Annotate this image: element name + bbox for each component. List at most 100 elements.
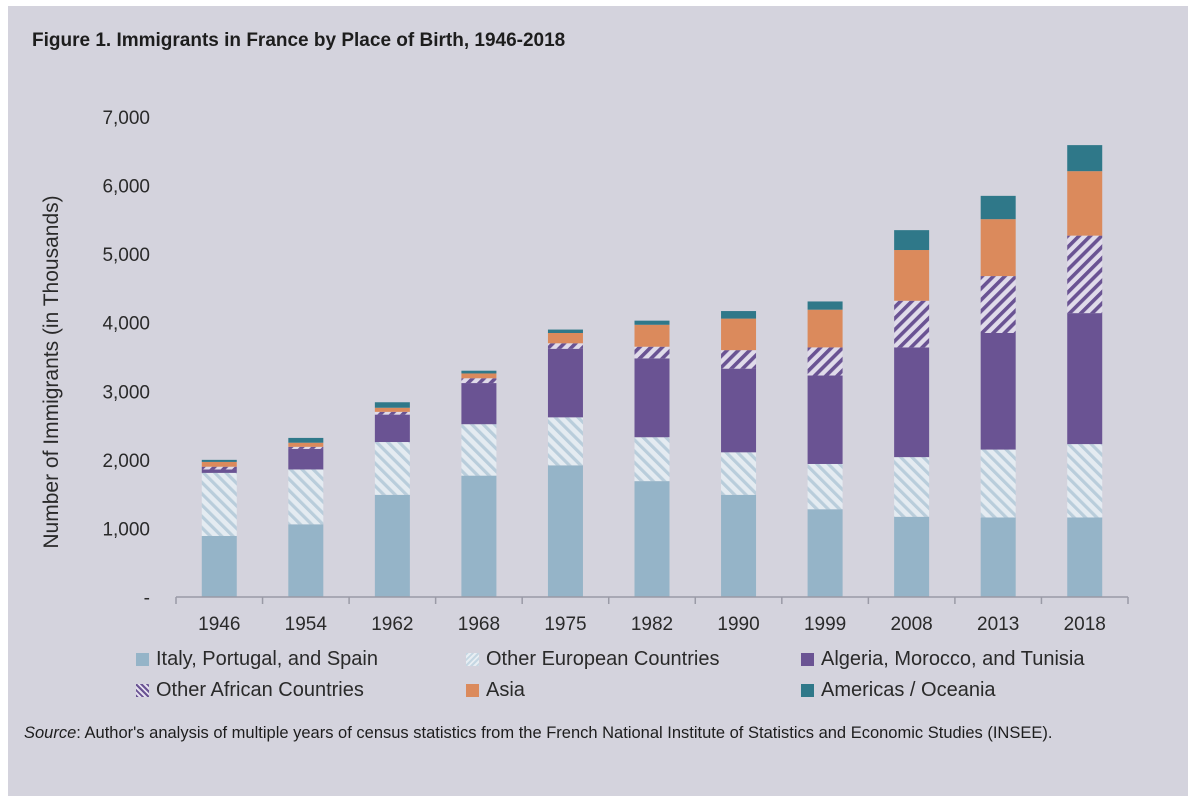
y-tick-label: 5,000 xyxy=(102,245,150,266)
bar-1999-algeria-morocco-and-tunisia xyxy=(807,375,843,464)
bar-1975-italy-portugal-and-spain xyxy=(547,465,583,597)
bar-1962-other-european-countries xyxy=(374,442,410,495)
bar-1962-other-african-countries xyxy=(374,411,410,415)
y-tick-label: 6,000 xyxy=(102,177,150,198)
bar-1975-algeria-morocco-and-tunisia xyxy=(547,348,583,418)
x-tick-label: 1968 xyxy=(458,614,500,635)
y-axis: - 1,000 2,000 3,000 4,000 5,000 6,000 7,000 xyxy=(102,108,150,609)
bar-1954-other-european-countries xyxy=(288,469,324,525)
bar-2018-algeria-morocco-and-tunisia xyxy=(1067,313,1103,445)
bar-1982-asia xyxy=(634,324,670,347)
bar-1975-americas-oceania xyxy=(547,329,583,333)
legend-swatch-hatched-light-blue xyxy=(466,653,479,666)
legend-label: Algeria, Morocco, and Tunisia xyxy=(821,648,1085,670)
bar-1962-asia xyxy=(374,407,410,412)
bar-1990-other-european-countries xyxy=(721,452,757,495)
bar-2008-asia xyxy=(894,250,930,301)
bar-1982-algeria-morocco-and-tunisia xyxy=(634,358,670,438)
bar-1962-italy-portugal-and-spain xyxy=(374,494,410,597)
legend-swatch-solid-light-blue xyxy=(136,653,149,666)
legend-swatch-solid-purple xyxy=(801,653,814,666)
legend-item-other-african: Other African Countries xyxy=(136,679,466,702)
x-tick-label: 2008 xyxy=(890,614,932,635)
bar-1982-italy-portugal-and-spain xyxy=(634,481,670,597)
x-tick-label: 1946 xyxy=(198,614,240,635)
bar-2018-italy-portugal-and-spain xyxy=(1067,517,1103,597)
x-tick-label: 1962 xyxy=(371,614,413,635)
bar-1954-italy-portugal-and-spain xyxy=(288,524,324,597)
figure-title: Figure 1. Immigrants in France by Place … xyxy=(32,30,566,51)
bar-1990-asia xyxy=(721,318,757,351)
bar-2013-americas-oceania xyxy=(980,195,1016,220)
bar-1968-americas-oceania xyxy=(461,370,497,374)
legend-item-asia: Asia xyxy=(466,679,801,702)
x-tick-label: 2018 xyxy=(1064,614,1106,635)
legend-label: Other African Countries xyxy=(156,679,364,701)
legend-swatch-hatched-purple xyxy=(136,684,149,697)
bar-1990-italy-portugal-and-spain xyxy=(721,494,757,597)
x-axis: 1946 1954 1962 1968 1975 1982 1990 1999 2008 2013… xyxy=(175,597,1129,635)
legend-label: Americas / Oceania xyxy=(821,679,996,701)
bar-1954-asia xyxy=(288,442,324,447)
y-tick-label: 2,000 xyxy=(102,451,150,472)
bar-2008-americas-oceania xyxy=(894,230,930,251)
bar-1968-asia xyxy=(461,373,497,379)
bar-2008-other-european-countries xyxy=(894,457,930,517)
bar-1990-americas-oceania xyxy=(721,311,757,319)
y-tick-label: 1,000 xyxy=(102,519,150,540)
x-tick-label: 1954 xyxy=(285,614,328,635)
bar-2018-other-african-countries xyxy=(1067,235,1103,314)
bar-1962-algeria-morocco-and-tunisia xyxy=(374,414,410,443)
bars-group xyxy=(201,145,1103,597)
bar-1946-italy-portugal-and-spain xyxy=(201,535,237,597)
bar-1968-algeria-morocco-and-tunisia xyxy=(461,383,497,425)
source-note: Source: Author's analysis of multiple ye… xyxy=(24,724,1052,743)
bar-2013-other-european-countries xyxy=(980,449,1016,518)
bar-1946-other-european-countries xyxy=(201,472,237,536)
bar-1954-algeria-morocco-and-tunisia xyxy=(288,448,324,470)
bar-2013-italy-portugal-and-spain xyxy=(980,517,1016,597)
legend-label: Italy, Portugal, and Spain xyxy=(156,648,378,670)
x-tick-label: 1990 xyxy=(717,614,759,635)
bar-2013-algeria-morocco-and-tunisia xyxy=(980,333,1016,450)
bar-1962-americas-oceania xyxy=(374,402,410,408)
bar-1975-asia xyxy=(547,333,583,344)
bar-1999-italy-portugal-and-spain xyxy=(807,509,843,597)
legend-swatch-solid-orange xyxy=(466,684,479,697)
x-tick-label: 2013 xyxy=(977,614,1019,635)
bar-1954-americas-oceania xyxy=(288,437,324,443)
bar-1946-algeria-morocco-and-tunisia xyxy=(201,469,237,473)
bar-1975-other-african-countries xyxy=(547,343,583,349)
bar-1975-other-european-countries xyxy=(547,417,583,466)
bar-2008-italy-portugal-and-spain xyxy=(894,516,930,597)
legend-label: Other European Countries xyxy=(486,648,720,670)
bar-1954-other-african-countries xyxy=(288,446,324,449)
bar-1990-other-african-countries xyxy=(721,350,757,369)
bar-1968-other-african-countries xyxy=(461,378,497,384)
x-tick-label: 1982 xyxy=(631,614,673,635)
bar-1982-other-african-countries xyxy=(634,346,670,359)
y-tick-label: 7,000 xyxy=(102,108,150,129)
bar-2008-other-african-countries xyxy=(894,300,930,348)
bar-1990-algeria-morocco-and-tunisia xyxy=(721,368,757,453)
bar-1946-other-african-countries xyxy=(201,466,237,470)
y-tick-label: 4,000 xyxy=(102,314,150,335)
bar-1999-other-european-countries xyxy=(807,463,843,510)
bar-2018-other-european-countries xyxy=(1067,444,1103,518)
legend-item-algeria-morocco-tunisia: Algeria, Morocco, and Tunisia xyxy=(801,648,1131,671)
legend-item-americas-oceania: Americas / Oceania xyxy=(801,679,1131,702)
bar-1982-other-european-countries xyxy=(634,437,670,482)
bar-1968-other-european-countries xyxy=(461,424,497,476)
bar-2008-algeria-morocco-and-tunisia xyxy=(894,347,930,458)
bar-2018-asia xyxy=(1067,171,1103,236)
bar-2013-other-african-countries xyxy=(980,276,1016,333)
y-tick-label: 3,000 xyxy=(102,382,150,403)
bar-2013-asia xyxy=(980,219,1016,277)
bar-1968-italy-portugal-and-spain xyxy=(461,475,497,597)
x-tick-label: 1999 xyxy=(804,614,846,635)
bar-1999-other-african-countries xyxy=(807,347,843,376)
x-tick-label: 1975 xyxy=(544,614,586,635)
legend-item-italy-portugal-spain: Italy, Portugal, and Spain xyxy=(136,648,466,671)
legend-label: Asia xyxy=(486,679,525,701)
